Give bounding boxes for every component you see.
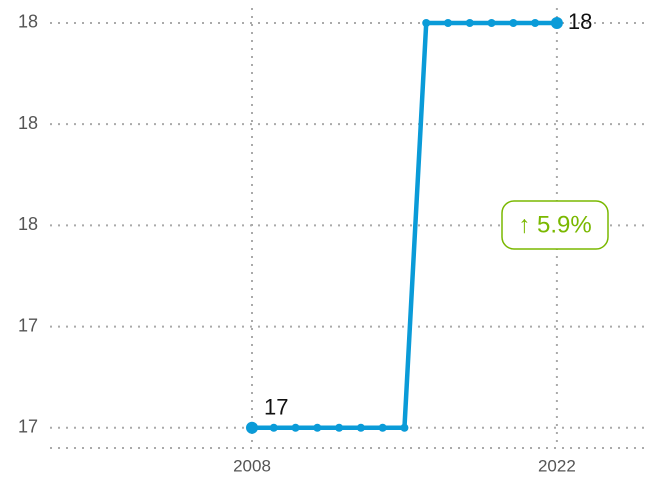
point <box>400 423 409 432</box>
point <box>356 423 365 432</box>
data-label: 18 <box>568 9 592 34</box>
annotation-box <box>501 200 609 250</box>
point <box>378 423 387 432</box>
point <box>246 421 258 434</box>
y-tick-label: 17 <box>18 315 38 335</box>
point <box>335 423 344 432</box>
point <box>444 18 452 27</box>
y-tick-label: 17 <box>18 417 38 437</box>
point <box>313 423 322 432</box>
x-tick-label: 2008 <box>233 456 271 475</box>
y-tick-label: 18 <box>18 113 38 133</box>
y-tick-label: 18 <box>18 214 38 234</box>
point <box>550 16 563 29</box>
y-tick-label: 18 <box>18 12 38 32</box>
point <box>269 423 278 432</box>
point <box>422 18 431 27</box>
point <box>487 18 496 27</box>
point <box>531 18 540 27</box>
data-label: 17 <box>264 395 288 420</box>
point <box>509 18 518 27</box>
annotation: ↑ 5.9% <box>518 211 591 238</box>
point <box>291 423 300 432</box>
point <box>465 18 474 27</box>
x-tick-label: 2022 <box>538 456 576 475</box>
